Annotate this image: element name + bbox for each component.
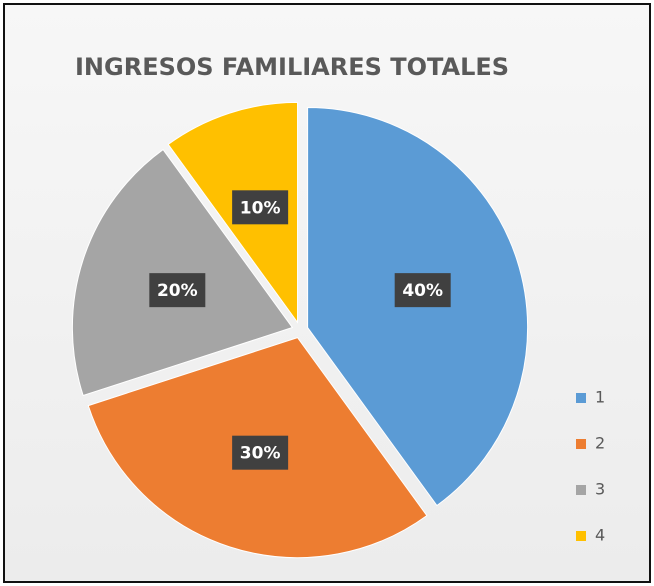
legend-label: 1 [595,388,605,407]
data-label: 20% [157,281,198,301]
legend-label: 2 [595,434,605,453]
data-label: 30% [240,444,281,464]
data-label-box [149,273,206,308]
data-label: 40% [402,281,443,301]
data-label-box [394,273,451,308]
data-label: 10% [240,198,281,218]
pie-slice [71,148,294,397]
data-label-box [232,435,289,470]
legend-swatch [576,439,586,449]
data-label-box [232,190,289,225]
legend-swatch [576,393,586,403]
chart-title: INGRESOS FAMILIARES TOTALES [75,53,509,81]
legend-label: 3 [595,480,605,499]
legend-swatch [576,531,586,541]
legend-label: 4 [595,526,605,545]
legend-swatch [576,485,586,495]
